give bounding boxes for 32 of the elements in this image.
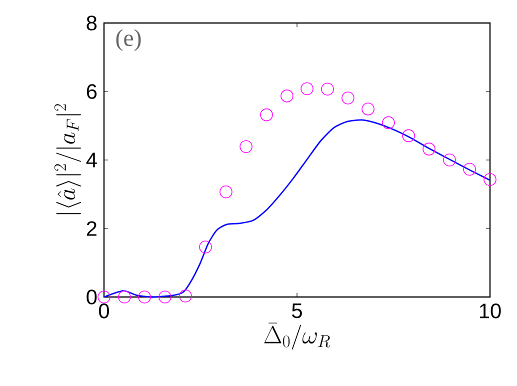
- point: [98, 290, 110, 304]
- point: [158, 290, 172, 304]
- point: [260, 108, 273, 122]
- point: [484, 173, 496, 186]
- point: [362, 102, 374, 116]
- point: [199, 240, 212, 254]
- point: [422, 142, 436, 156]
- y-tick-label: 6: [86, 84, 97, 99]
- y-tick-label: 4: [86, 152, 97, 168]
- x-axis-title: $\bar{\Delta}_0/\omega_R$: [264, 322, 330, 350]
- point: [321, 82, 334, 96]
- point: [118, 290, 131, 304]
- point: [382, 116, 395, 130]
- y-tick-label: 2: [86, 221, 96, 236]
- point: [138, 290, 151, 304]
- point: [402, 129, 415, 142]
- point: [179, 290, 192, 302]
- x-tick-label: 5: [292, 304, 302, 318]
- y-axis-title: $|\langle \hat{a}\rangle|^2/|a_F|^2$: [54, 104, 81, 214]
- point: [280, 90, 294, 102]
- annotation: (e): [116, 29, 141, 51]
- x-tick-label: 10: [480, 304, 501, 318]
- y-tick-label: 8: [86, 16, 97, 30]
- point: [463, 162, 476, 176]
- point: [342, 92, 354, 104]
- point: [443, 154, 456, 166]
- point: [240, 140, 252, 154]
- line-series: [103, 119, 491, 298]
- y-tick-label: 0: [86, 290, 97, 304]
- point: [220, 185, 232, 198]
- x-tick-label: 0: [98, 304, 109, 318]
- point: [300, 82, 314, 96]
